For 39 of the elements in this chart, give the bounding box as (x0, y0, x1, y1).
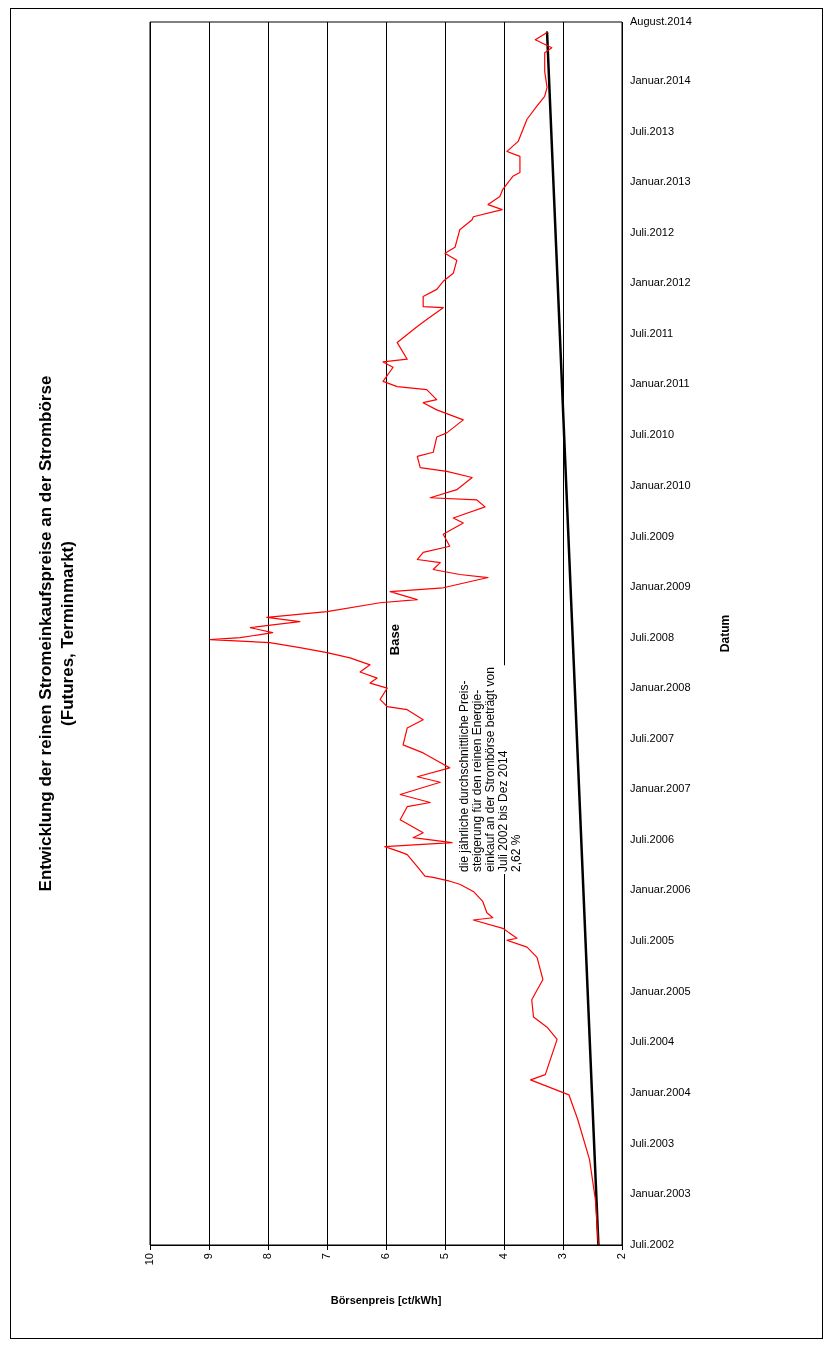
y-tick-label: Juli.2012 (630, 225, 675, 238)
x-axis-title: Börsenpreis [ct/kWh] (330, 1293, 442, 1306)
text: Base (387, 624, 403, 656)
x-tick-label: 9 (202, 1253, 215, 1260)
x-tick-label: 6 (379, 1253, 392, 1260)
x-tick-label: 10 (143, 1253, 156, 1266)
y-tick-label: Januar.2013 (630, 174, 691, 187)
y-axis-title: Datum (718, 614, 733, 653)
y-tick-label: Juli.2010 (630, 428, 675, 441)
y-tick-label: Januar.2007 (630, 782, 691, 795)
x-tick-label: 8 (261, 1253, 274, 1260)
y-tick-label: Januar.2004 (630, 1085, 691, 1098)
x-tick-label: 5 (438, 1253, 451, 1260)
y-tick-label: Juli.2008 (630, 630, 675, 643)
y-tick-label: Juli.2013 (630, 124, 675, 137)
y-tick-label: Januar.2011 (630, 377, 690, 390)
y-tick-label: Juli.2002 (630, 1238, 675, 1251)
y-tick-label: Januar.2014 (630, 73, 691, 86)
y-tick-label: Januar.2003 (630, 1187, 691, 1200)
y-tick-label: Juli.2003 (630, 1136, 675, 1149)
text: Entwicklung der reinen Stromeinkaufspreise an der Strombörse (Futures, Terminmarkt) (36, 375, 78, 892)
y-tick-label: Juli.2011 (630, 327, 674, 340)
y-tick-label: Juli.2004 (630, 1035, 675, 1048)
y-tick-label: Juli.2007 (630, 732, 675, 745)
x-tick-label: 7 (320, 1253, 333, 1260)
y-tick-label: Januar.2010 (630, 478, 691, 491)
y-tick-label: Januar.2006 (630, 883, 691, 896)
y-tick-label: Januar.2009 (630, 579, 691, 592)
y-tick-label: Januar.2012 (630, 276, 691, 289)
y-tick-label: August.2014 (630, 15, 692, 28)
y-tick-label: Januar.2008 (630, 681, 691, 694)
x-tick-label: 2 (615, 1253, 628, 1260)
y-tick-label: Juli.2005 (630, 934, 675, 947)
annotation: die jährliche durchschnittliche Preis- steigerung für den reinen Energie- einkauf an der Strombörse beträgt von Juli 2002 bis Dez 2014 2,62 % (457, 667, 524, 872)
x-tick-label: 3 (556, 1253, 569, 1260)
y-tick-label: Juli.2006 (630, 833, 675, 846)
x-tick-label: 4 (497, 1253, 510, 1260)
y-tick-label: Januar.2005 (630, 984, 691, 997)
y-tick-label: Juli.2009 (630, 529, 675, 542)
